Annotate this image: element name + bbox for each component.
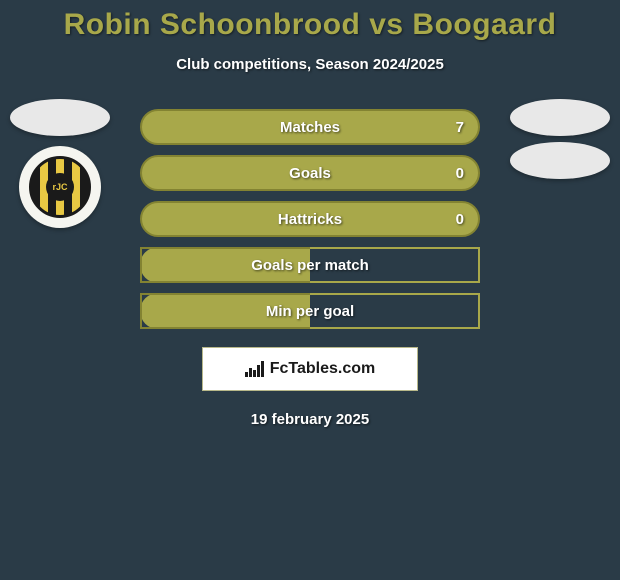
stat-label: Min per goal <box>266 303 354 320</box>
bar-chart-icon <box>245 361 264 377</box>
date-text: 19 february 2025 <box>0 411 620 428</box>
stat-label: Hattricks <box>278 211 342 228</box>
subtitle: Club competitions, Season 2024/2025 <box>0 56 620 73</box>
stat-row: Hattricks 0 <box>140 201 480 237</box>
left-player-column: rJC <box>10 99 110 228</box>
stat-value-right: 7 <box>456 119 464 136</box>
attribution-text: FcTables.com <box>270 360 376 378</box>
content: rJC Matches 7 Goals 0 Hattricks 0 Goals per ma… <box>0 109 620 428</box>
club-badge-stripes: rJC <box>29 156 91 218</box>
stat-label: Matches <box>280 119 340 136</box>
stat-value-right: 0 <box>456 211 464 228</box>
stat-row: Min per goal <box>140 293 480 329</box>
stat-value-right: 0 <box>456 165 464 182</box>
player-photo-placeholder <box>510 142 610 179</box>
club-badge: rJC <box>19 146 101 228</box>
stat-row: Goals per match <box>140 247 480 283</box>
club-badge-text: rJC <box>46 173 74 201</box>
stats-list: Matches 7 Goals 0 Hattricks 0 Goals per match M… <box>140 109 480 329</box>
attribution-box: FcTables.com <box>202 347 418 391</box>
stat-label: Goals <box>289 165 331 182</box>
player-photo-placeholder <box>10 99 110 136</box>
stat-row: Matches 7 <box>140 109 480 145</box>
page-title: Robin Schoonbrood vs Boogaard <box>0 0 620 42</box>
stat-row: Goals 0 <box>140 155 480 191</box>
player-photo-placeholder <box>510 99 610 136</box>
stat-label: Goals per match <box>251 257 369 274</box>
right-player-column <box>510 99 610 179</box>
